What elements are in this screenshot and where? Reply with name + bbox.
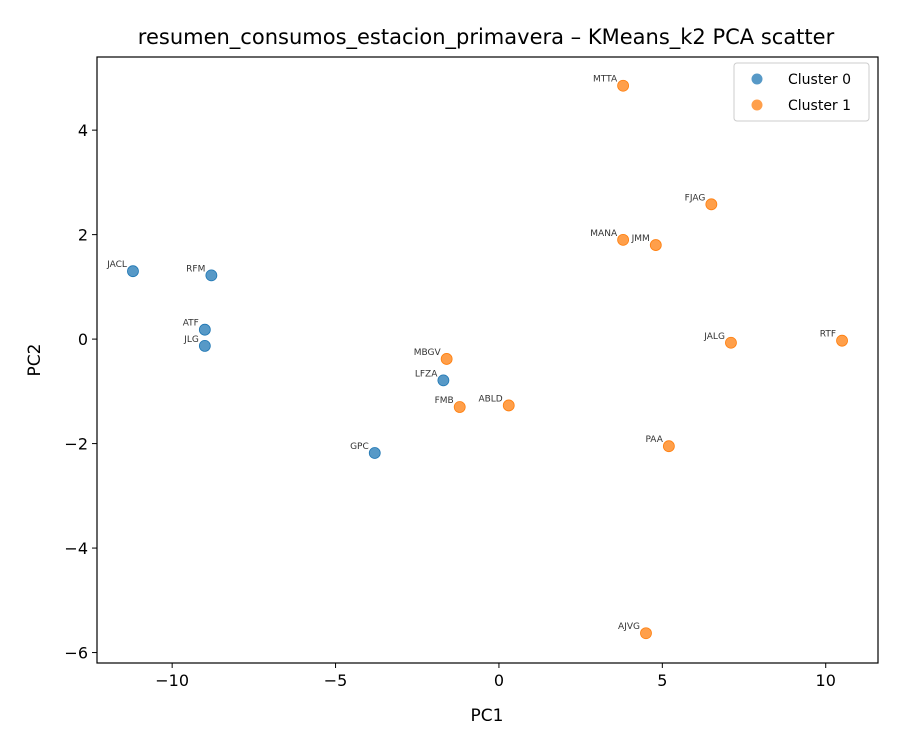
legend: Cluster 0 Cluster 1 bbox=[733, 62, 870, 122]
data-point-mana bbox=[617, 233, 630, 246]
point-label-mbgv: MBGV bbox=[414, 348, 442, 358]
y-axis: −6 −4 −2 0 2 4 bbox=[64, 121, 97, 663]
point-label-jalg: JALG bbox=[703, 332, 725, 342]
y-tick-label: −6 bbox=[64, 644, 88, 663]
point-label-rtf: RTF bbox=[820, 330, 836, 340]
point-label-jlg: JLG bbox=[183, 335, 199, 345]
legend-marker-cluster-0 bbox=[751, 73, 763, 85]
point-label-paa: PAA bbox=[645, 435, 663, 445]
data-point-rtf bbox=[836, 334, 848, 347]
data-point-fmb bbox=[453, 401, 466, 413]
data-point-mbgv bbox=[440, 353, 453, 365]
x-tick-label: 10 bbox=[816, 671, 836, 690]
point-label-gpc: GPC bbox=[350, 442, 369, 452]
data-point-jacl bbox=[127, 265, 139, 278]
data-point-jmm bbox=[649, 239, 662, 251]
data-points: JACL RFM ATF JLG LFZA GPC MTTA FJAG MANA JMM JALG R… bbox=[106, 75, 848, 640]
point-label-lfza: LFZA bbox=[415, 369, 438, 379]
data-point-atf bbox=[198, 323, 211, 336]
data-point-lfza bbox=[437, 374, 450, 387]
point-label-mtta: MTTA bbox=[593, 75, 618, 85]
data-point-abld bbox=[502, 399, 515, 412]
point-label-fmb: FMB bbox=[435, 396, 454, 406]
y-tick-label: −4 bbox=[64, 539, 88, 558]
point-label-mana: MANA bbox=[590, 229, 618, 239]
data-point-mtta bbox=[617, 79, 630, 92]
data-point-rfm bbox=[205, 269, 218, 282]
x-tick-label: −5 bbox=[324, 671, 348, 690]
chart-title: resumen_consumos_estacion_primavera – KM… bbox=[138, 25, 835, 50]
point-label-ajvg: AJVG bbox=[618, 622, 640, 632]
plot-area bbox=[96, 56, 879, 664]
point-label-fjag: FJAG bbox=[685, 193, 706, 203]
legend-marker-cluster-1 bbox=[751, 99, 763, 111]
data-point-ajvg bbox=[640, 627, 652, 640]
x-tick-label: −10 bbox=[155, 671, 189, 690]
point-label-jmm: JMM bbox=[631, 234, 650, 244]
x-tick-label: 0 bbox=[494, 671, 504, 690]
y-axis-label: PC2 bbox=[25, 344, 45, 377]
data-point-gpc bbox=[368, 447, 381, 459]
point-label-abld: ABLD bbox=[478, 394, 502, 404]
x-tick-label: 5 bbox=[657, 671, 667, 690]
legend-label-cluster-0: Cluster 0 bbox=[788, 72, 851, 88]
legend-box bbox=[733, 62, 870, 122]
data-point-jalg bbox=[725, 336, 737, 349]
point-label-rfm: RFM bbox=[186, 264, 205, 274]
data-point-jlg bbox=[198, 339, 211, 352]
x-axis: −10 −5 0 5 10 bbox=[155, 663, 836, 690]
x-axis-label: PC1 bbox=[471, 706, 504, 726]
y-tick-label: 0 bbox=[78, 330, 88, 349]
y-tick-label: −2 bbox=[64, 435, 88, 454]
y-tick-label: 2 bbox=[78, 226, 88, 245]
data-point-paa bbox=[662, 440, 675, 453]
legend-label-cluster-1: Cluster 1 bbox=[788, 98, 851, 114]
point-label-jacl: JACL bbox=[106, 260, 127, 270]
y-tick-label: 4 bbox=[78, 121, 88, 140]
point-label-atf: ATF bbox=[183, 319, 199, 329]
data-point-fjag bbox=[705, 198, 718, 211]
